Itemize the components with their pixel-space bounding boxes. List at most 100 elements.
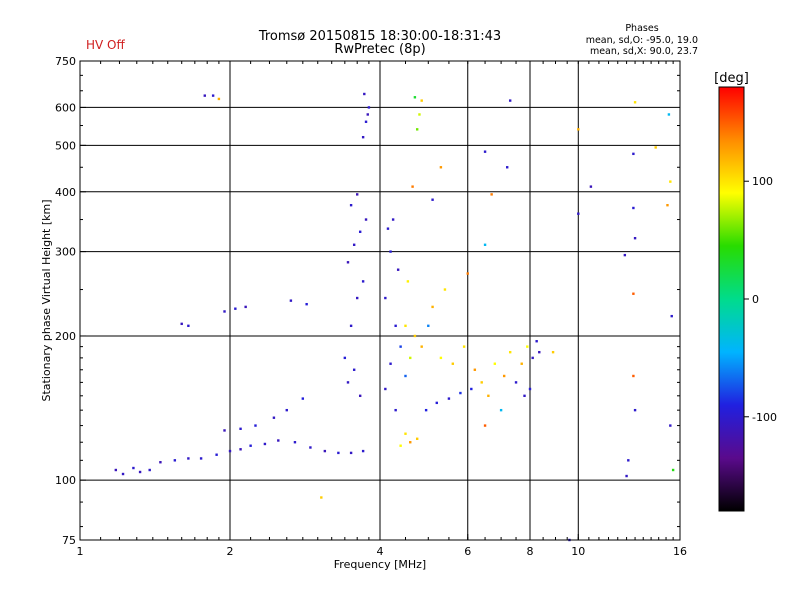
data-point <box>346 381 350 384</box>
data-point <box>386 227 390 230</box>
data-point <box>384 387 387 391</box>
x-axis-label: Frequency [MHz] <box>334 558 426 571</box>
data-point <box>364 218 368 221</box>
data-point <box>234 307 237 310</box>
data-point <box>459 391 462 395</box>
y-tick-label: 300 <box>55 246 76 259</box>
colorbar-label: [deg] <box>714 71 749 86</box>
data-point <box>654 146 657 149</box>
data-point <box>632 206 635 210</box>
data-point <box>361 449 365 453</box>
data-point <box>483 243 487 246</box>
data-point <box>632 152 635 156</box>
data-point <box>589 185 593 188</box>
data-point <box>132 466 135 470</box>
data-point <box>633 236 637 240</box>
data-point <box>199 457 203 460</box>
data-point <box>352 368 356 371</box>
data-point <box>254 424 257 427</box>
data-point <box>666 203 669 207</box>
data-point <box>173 459 177 462</box>
x-tick-label: 8 <box>527 545 534 558</box>
data-points <box>114 92 675 542</box>
data-point <box>431 198 434 201</box>
y-tick-label: 500 <box>55 139 76 152</box>
data-point <box>633 101 637 104</box>
data-point <box>349 451 353 455</box>
data-point <box>352 243 356 246</box>
data-point <box>389 250 392 253</box>
y-tick-label: 400 <box>55 186 76 199</box>
y-axis-label: Stationary phase Virtual Height [km] <box>40 199 53 401</box>
data-point <box>320 496 323 499</box>
data-point <box>138 470 142 474</box>
colorbar-tick-label: 100 <box>752 175 773 188</box>
data-point <box>223 310 226 313</box>
y-tick-label: 200 <box>55 330 76 343</box>
data-point <box>499 408 503 412</box>
data-point <box>470 387 473 391</box>
data-point <box>363 92 366 96</box>
data-point <box>514 381 518 384</box>
data-point <box>633 408 637 412</box>
data-point <box>447 397 451 400</box>
data-point <box>415 437 419 440</box>
data-point <box>394 324 397 328</box>
data-point <box>293 441 297 444</box>
data-point <box>272 416 276 419</box>
data-point <box>285 408 288 412</box>
data-point <box>391 218 395 221</box>
data-point <box>203 94 206 97</box>
data-point <box>490 193 493 196</box>
data-point <box>531 356 534 360</box>
data-point <box>420 99 423 102</box>
data-point <box>418 113 421 116</box>
data-point <box>404 374 407 378</box>
x-tick-label: 16 <box>673 545 687 558</box>
data-point <box>215 453 218 456</box>
data-point <box>451 362 455 365</box>
data-point <box>343 356 347 360</box>
data-point <box>361 135 365 139</box>
data-point <box>577 212 580 215</box>
data-point <box>223 429 226 432</box>
data-point <box>355 296 359 300</box>
y-tick-label: 100 <box>55 474 76 487</box>
data-point <box>413 334 417 338</box>
colorbar-tick-label: 0 <box>752 293 759 306</box>
data-point <box>361 280 365 283</box>
data-point <box>632 292 635 295</box>
data-point <box>483 150 487 153</box>
data-point <box>337 451 340 455</box>
data-point <box>466 272 469 275</box>
data-point <box>406 280 410 283</box>
data-point <box>505 166 509 169</box>
hv-status-label: HV Off <box>86 38 125 52</box>
y-tick-label: 75 <box>62 534 76 547</box>
data-point <box>520 362 523 365</box>
data-point <box>538 350 541 354</box>
x-tick-label: 2 <box>227 545 234 558</box>
data-point <box>249 444 252 447</box>
data-point <box>435 401 438 405</box>
data-point <box>526 345 529 348</box>
data-point <box>427 324 430 328</box>
data-point <box>670 314 673 318</box>
data-point <box>523 394 526 398</box>
x-axis-ticks: 1 2 4 6 8 10 16 <box>77 61 687 558</box>
data-point <box>349 203 353 207</box>
data-point <box>502 374 506 378</box>
data-point <box>483 424 487 427</box>
stats-line-o: mean, sd,O: -95.0, 19.0 <box>586 35 698 46</box>
colorbar <box>719 87 744 511</box>
data-point <box>404 432 407 435</box>
data-point <box>551 350 555 354</box>
x-tick-label: 10 <box>571 545 585 558</box>
data-point <box>239 448 242 451</box>
data-point <box>443 288 447 291</box>
data-point <box>180 322 183 326</box>
data-point <box>121 472 125 476</box>
data-point <box>409 356 412 360</box>
data-point <box>289 299 293 302</box>
